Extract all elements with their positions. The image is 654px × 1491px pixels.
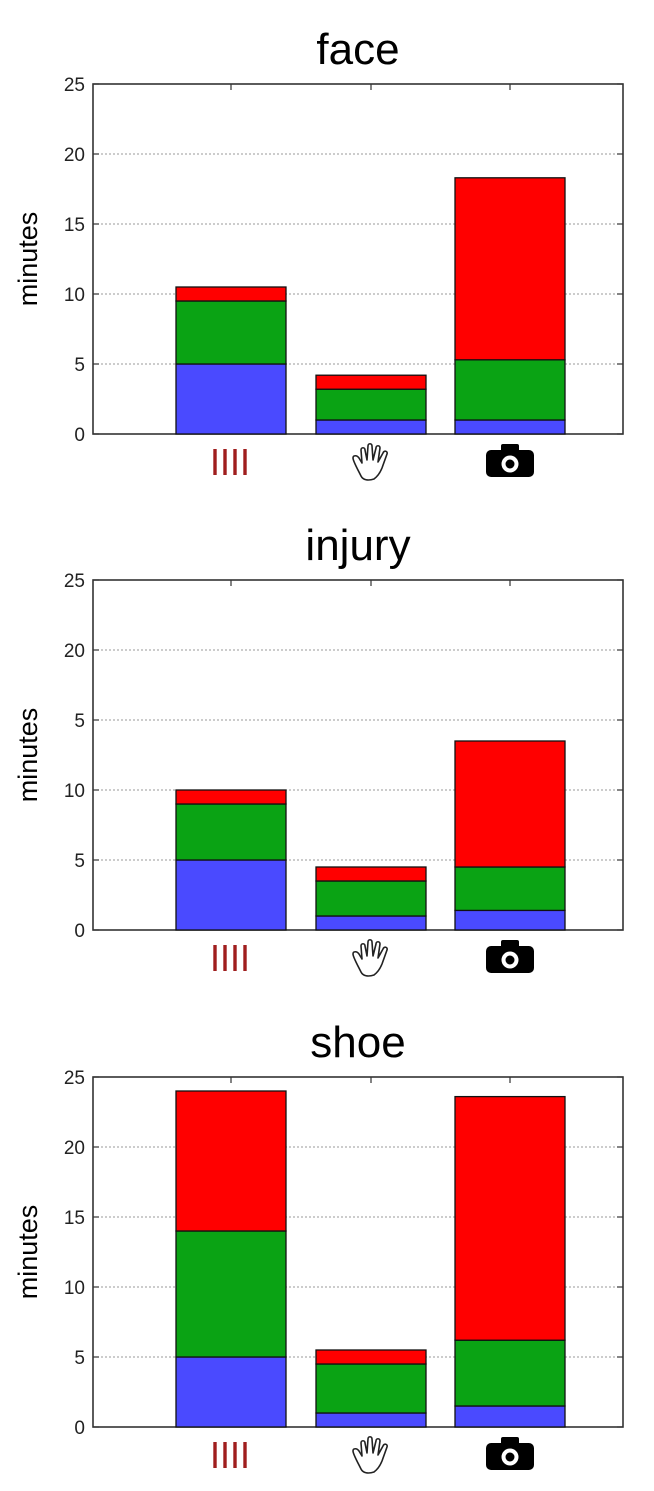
bar-tally-marks-icon-segment-3 — [175, 1090, 287, 1232]
y-tick-label: 25 — [64, 1068, 85, 1089]
camera-icon — [486, 940, 534, 973]
chart-title: face — [316, 25, 399, 74]
y-tick-label: 0 — [74, 425, 85, 446]
y-tick-label: 15 — [64, 1208, 85, 1229]
bar-tally-marks-icon-segment-3 — [175, 286, 287, 302]
camera-top — [501, 1437, 519, 1445]
hand-outline — [352, 442, 388, 481]
y-tick-label: 20 — [64, 641, 85, 662]
y-axis-label: minutes — [13, 212, 43, 307]
bar-tally-marks-icon-segment-1 — [175, 1356, 287, 1428]
bar-camera-icon-segment-2 — [454, 359, 566, 421]
bar-camera-icon-segment-1 — [454, 909, 566, 931]
hand-icon — [352, 442, 388, 481]
bar-hand-icon-segment-2 — [315, 880, 427, 917]
hand-outline — [352, 1435, 388, 1474]
tally-marks-icon — [213, 449, 247, 475]
bar-hand-icon-segment-2 — [315, 1363, 427, 1414]
camera-top — [501, 444, 519, 452]
tally-marks-icon — [213, 945, 247, 971]
bar-camera-icon-segment-3 — [454, 740, 566, 868]
bar-hand-icon-segment-3 — [315, 866, 427, 882]
camera-top — [501, 940, 519, 948]
bar-camera-icon-segment-3 — [454, 177, 566, 361]
y-tick-label: 20 — [64, 145, 85, 166]
tally-marks-icon — [213, 1442, 247, 1468]
bar-hand-icon-segment-3 — [315, 1349, 427, 1365]
bar-hand-icon-segment-1 — [315, 1412, 427, 1428]
y-tick-label: 10 — [64, 781, 85, 802]
y-tick-label: 0 — [74, 1418, 85, 1439]
y-tick-label: 0 — [74, 921, 85, 942]
chart-title: shoe — [310, 1018, 405, 1067]
camera-lens — [505, 1452, 515, 1462]
y-tick-label: 20 — [64, 1138, 85, 1159]
camera-icon — [486, 1437, 534, 1470]
bar-camera-icon-segment-2 — [454, 1339, 566, 1407]
y-tick-label: 15 — [64, 215, 85, 236]
hand-icon — [352, 1435, 388, 1474]
y-tick-label: 25 — [64, 75, 85, 96]
y-tick-label: 10 — [64, 285, 85, 306]
bar-tally-marks-icon-segment-2 — [175, 803, 287, 861]
camera-icon — [486, 444, 534, 477]
bar-tally-marks-icon-segment-2 — [175, 1230, 287, 1358]
y-tick-label: 5 — [74, 851, 85, 872]
y-axis-label: minutes — [13, 708, 43, 803]
bar-hand-icon-segment-1 — [315, 915, 427, 931]
bar-camera-icon-segment-1 — [454, 1405, 566, 1428]
chart-panel-face: 0 5 10 15 20 25 face minutes — [13, 25, 624, 481]
hand-outline — [352, 938, 388, 977]
chart-title: injury — [305, 521, 410, 570]
chart-panel-shoe: 0 5 10 15 20 25 shoe minutes — [13, 1018, 624, 1474]
y-tick-label: 25 — [64, 571, 85, 592]
y-tick-label: 5 — [74, 1348, 85, 1369]
y-axis-label: minutes — [13, 1205, 43, 1300]
bar-camera-icon-segment-3 — [454, 1095, 566, 1341]
bar-camera-icon-segment-1 — [454, 419, 566, 435]
bar-hand-icon-segment-2 — [315, 388, 427, 421]
bar-tally-marks-icon-segment-1 — [175, 363, 287, 435]
bar-tally-marks-icon-segment-3 — [175, 789, 287, 805]
bar-tally-marks-icon-segment-2 — [175, 300, 287, 365]
bar-camera-icon-segment-2 — [454, 866, 566, 912]
y-tick-label: 10 — [64, 1278, 85, 1299]
chart-panel-injury: 0 5 10 5 20 25 injury minutes — [13, 521, 624, 977]
bar-tally-marks-icon-segment-1 — [175, 859, 287, 931]
hand-icon — [352, 938, 388, 977]
camera-lens — [505, 955, 515, 965]
bar-hand-icon-segment-1 — [315, 419, 427, 435]
y-tick-label: 5 — [74, 355, 85, 376]
y-tick-label: 5 — [74, 711, 85, 732]
bar-hand-icon-segment-3 — [315, 374, 427, 390]
camera-lens — [505, 459, 515, 469]
